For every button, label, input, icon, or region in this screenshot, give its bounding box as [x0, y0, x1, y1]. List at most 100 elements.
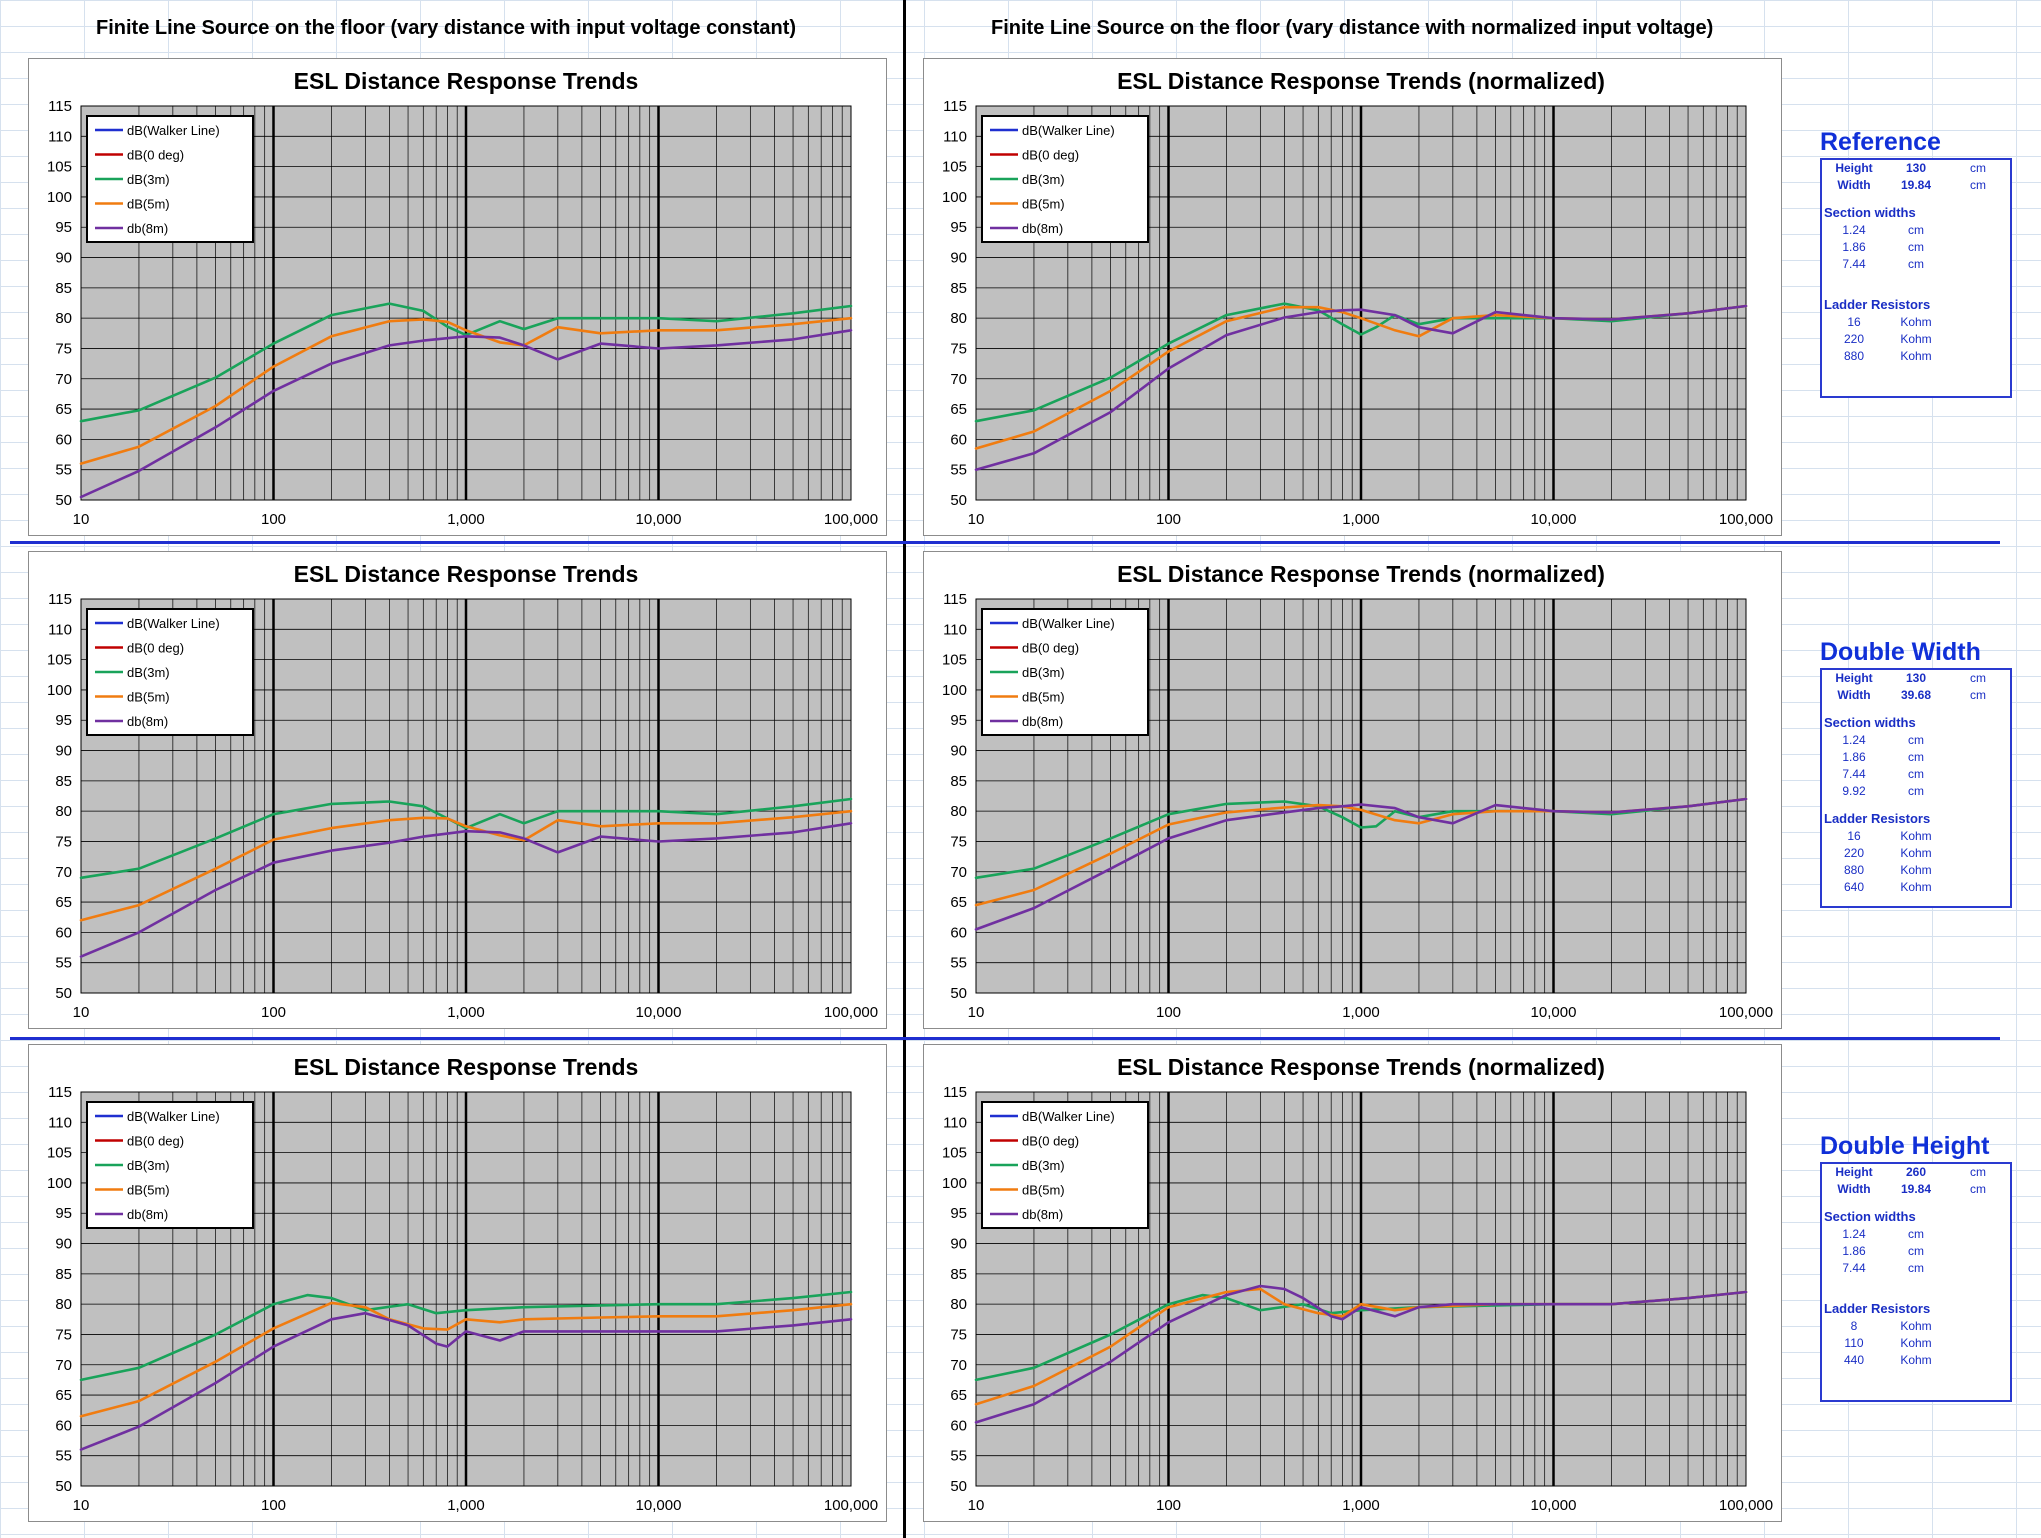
legend: dB(Walker Line) dB(0 deg) dB(3m) dB(5m) db(8…	[86, 608, 254, 736]
section-width-unit: cm	[1908, 223, 1924, 237]
series-line-db-3m-	[79, 797, 853, 880]
section-width-unit: cm	[1908, 784, 1924, 798]
ladder-unit: Kohm	[1900, 332, 1932, 346]
legend: dB(Walker Line) dB(0 deg) dB(3m) dB(5m) db(8…	[981, 1101, 1149, 1229]
section-width-value: 7.44	[1842, 257, 1866, 271]
y-tick-label: 105	[47, 159, 72, 176]
info-table: Height 260 cm Width 19.84 cm Section widths …	[1820, 1162, 2012, 1402]
y-tick-label: 50	[55, 492, 72, 509]
legend-label: dB(5m)	[127, 1183, 170, 1198]
legend-label: dB(0 deg)	[127, 148, 184, 163]
section-widths-title: Section widths	[1824, 715, 1916, 730]
y-tick-label: 115	[48, 1084, 72, 1101]
height-label: Height	[1835, 1165, 1873, 1179]
ladder-resistors-title: Ladder Resistors	[1824, 1301, 1931, 1316]
legend-label: dB(5m)	[1022, 690, 1065, 705]
legend-label: dB(5m)	[127, 197, 170, 212]
section-width-unit: cm	[1908, 750, 1924, 764]
y-tick-label: 70	[950, 371, 967, 388]
legend-label: dB(3m)	[127, 172, 170, 187]
y-tick-label: 115	[943, 591, 967, 608]
y-tick-label: 70	[55, 864, 72, 881]
y-tick-label: 50	[950, 1478, 967, 1495]
width-unit: cm	[1970, 688, 1986, 702]
y-tick-label: 65	[950, 401, 967, 418]
chart-double-width-normalized: ESL Distance Response Trends (normalized…	[923, 551, 1782, 1029]
x-tick-label: 100,000	[824, 1004, 878, 1021]
vertical-divider	[903, 0, 906, 1538]
legend-label: dB(Walker Line)	[127, 616, 220, 631]
width-label: Width	[1837, 178, 1871, 192]
x-tick-label: 10	[73, 511, 90, 528]
y-tick-label: 105	[47, 652, 72, 669]
ladder-value: 640	[1843, 880, 1865, 894]
ladder-value: 440	[1843, 1353, 1865, 1367]
y-tick-label: 55	[55, 1448, 72, 1465]
x-tick-label: 1,000	[1342, 511, 1380, 528]
legend-label: dB(0 deg)	[1022, 148, 1079, 163]
y-tick-label: 65	[55, 894, 72, 911]
x-tick-label: 1,000	[447, 1497, 485, 1514]
y-tick-label: 90	[55, 250, 72, 267]
x-tick-label: 100	[1156, 1004, 1181, 1021]
series-line-db-5m-	[79, 316, 853, 465]
chart-svg: ESL Distance Response Trends (normalized…	[942, 1054, 1773, 1514]
y-tick-label: 50	[950, 985, 967, 1002]
y-tick-label: 95	[950, 219, 967, 236]
x-tick-label: 100,000	[1719, 511, 1773, 528]
y-tick-label: 90	[950, 743, 967, 760]
ladder-value: 8	[1850, 1319, 1858, 1333]
series-line-db-8m-	[974, 797, 1748, 931]
legend-label: dB(5m)	[1022, 1183, 1065, 1198]
chart-svg: ESL Distance Response Trends (normalized…	[942, 561, 1773, 1021]
y-tick-label: 65	[950, 894, 967, 911]
height-value: 130	[1905, 671, 1927, 685]
series-line-db-8m-	[79, 1311, 853, 1451]
y-tick-label: 55	[950, 955, 967, 972]
series-line-db-3m-	[79, 1290, 853, 1382]
chart-title: ESL Distance Response Trends	[294, 68, 639, 94]
y-tick-label: 70	[950, 1357, 967, 1374]
ladder-resistors-title: Ladder Resistors	[1824, 297, 1931, 312]
y-tick-label: 75	[950, 833, 967, 850]
section-width-unit: cm	[1908, 767, 1924, 781]
legend-label: db(8m)	[1022, 1207, 1063, 1222]
y-tick-label: 60	[55, 1417, 72, 1434]
y-tick-label: 65	[950, 1387, 967, 1404]
y-tick-label: 95	[55, 712, 72, 729]
ladder-unit: Kohm	[1900, 1336, 1932, 1350]
x-tick-label: 10,000	[636, 1497, 682, 1514]
series-line-db-8m-	[79, 328, 853, 499]
y-tick-label: 60	[55, 924, 72, 941]
section-width-value: 1.24	[1842, 1227, 1866, 1241]
y-tick-label: 60	[950, 431, 967, 448]
legend-label: dB(3m)	[1022, 172, 1065, 187]
ladder-value: 880	[1843, 863, 1865, 877]
x-tick-label: 10,000	[636, 1004, 682, 1021]
height-label: Height	[1835, 671, 1873, 685]
legend-label: dB(Walker Line)	[127, 123, 220, 138]
chart-double-height-normalized: ESL Distance Response Trends (normalized…	[923, 1044, 1782, 1522]
x-tick-label: 1,000	[1342, 1004, 1380, 1021]
y-tick-label: 65	[55, 401, 72, 418]
chart-svg: ESL Distance Response Trends 115 110 105 100…	[47, 68, 878, 528]
y-tick-label: 105	[942, 159, 967, 176]
series-line-db-8m-	[974, 1284, 1748, 1424]
legend-label: db(8m)	[127, 1207, 168, 1222]
section-width-unit: cm	[1908, 1261, 1924, 1275]
height-unit: cm	[1970, 161, 1986, 175]
x-tick-label: 100	[1156, 511, 1181, 528]
y-tick-label: 75	[950, 1326, 967, 1343]
legend-label: db(8m)	[127, 714, 168, 729]
y-tick-label: 80	[55, 310, 72, 327]
section-widths-title: Section widths	[1824, 205, 1916, 220]
chart-title: ESL Distance Response Trends	[294, 1054, 639, 1080]
y-tick-label: 70	[55, 1357, 72, 1374]
x-tick-label: 1,000	[447, 511, 485, 528]
x-tick-label: 100	[261, 1004, 286, 1021]
y-tick-label: 60	[950, 924, 967, 941]
ladder-value: 16	[1847, 829, 1861, 843]
y-tick-label: 110	[943, 621, 967, 638]
ladder-unit: Kohm	[1900, 846, 1932, 860]
y-tick-label: 100	[942, 682, 967, 699]
